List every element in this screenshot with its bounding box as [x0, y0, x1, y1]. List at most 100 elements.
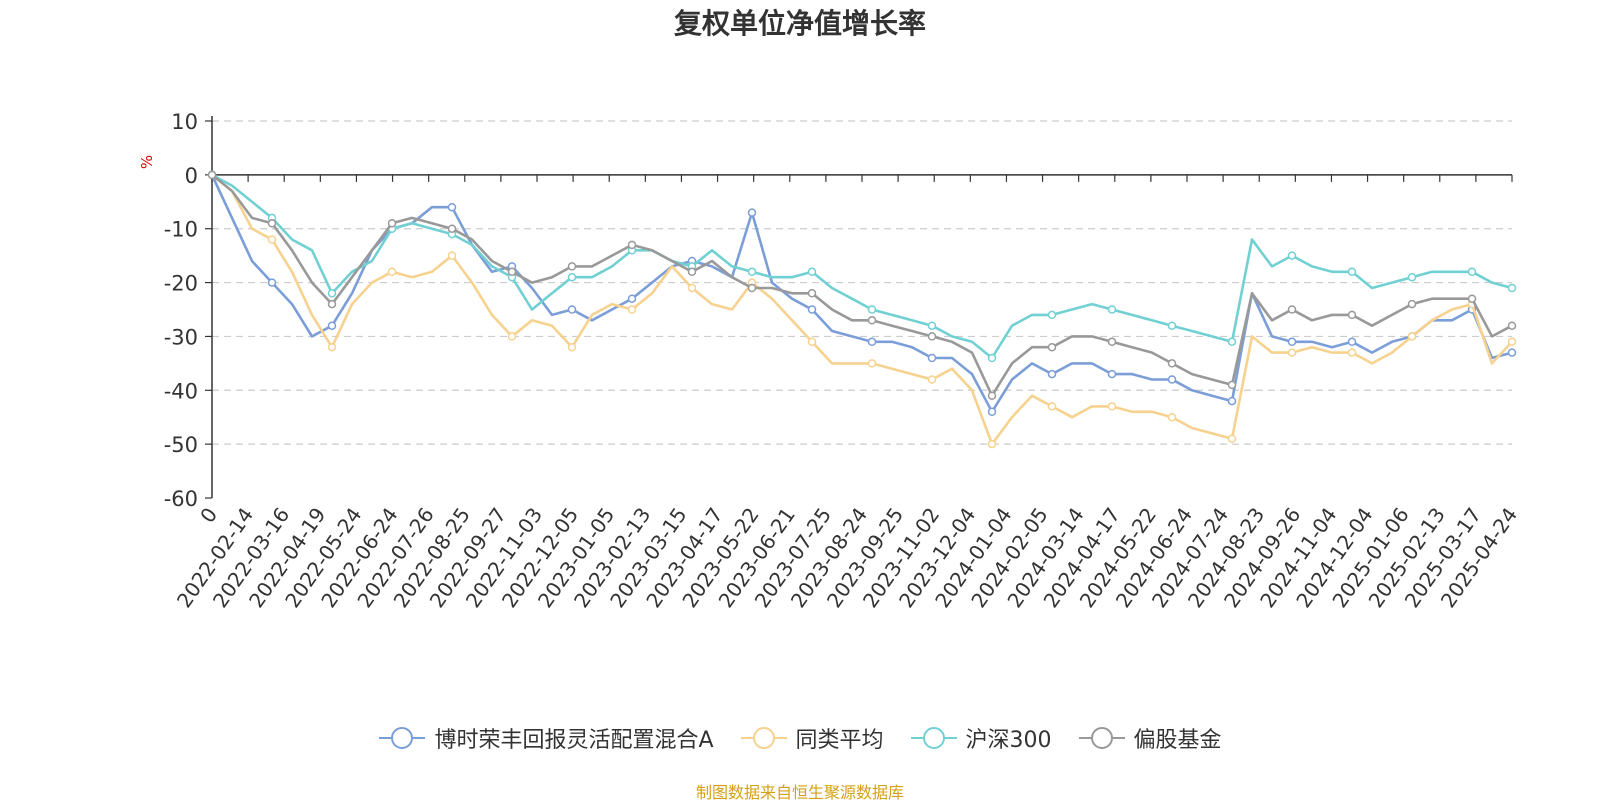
y-tick-label: -20	[164, 272, 198, 296]
data-point	[1227, 337, 1237, 347]
data-point	[327, 299, 337, 309]
data-point	[867, 305, 877, 314]
data-point	[1107, 402, 1117, 411]
data-point	[987, 439, 997, 449]
data-point	[1347, 267, 1357, 277]
data-point	[867, 359, 877, 368]
data-point	[807, 289, 817, 298]
data-point	[987, 391, 997, 400]
data-point	[927, 375, 937, 384]
legend-item[interactable]: 博时荣丰回报灵活配置混合A	[378, 722, 714, 754]
series-line-2	[211, 173, 1513, 360]
chart-title: 复权单位净值增长率	[673, 7, 926, 40]
data-point	[927, 353, 937, 363]
data-point	[447, 224, 457, 233]
data-point	[1507, 337, 1517, 347]
data-point	[1507, 321, 1517, 330]
data-point	[567, 272, 577, 282]
legend-item[interactable]: 同类平均	[740, 722, 884, 754]
data-point	[267, 219, 277, 228]
data-point	[1227, 396, 1237, 406]
data-point	[627, 294, 637, 303]
data-point	[1107, 305, 1117, 314]
data-point	[1507, 348, 1517, 357]
data-point	[1467, 294, 1477, 303]
data-point	[1167, 375, 1177, 384]
data-point	[327, 342, 337, 352]
data-point	[447, 251, 457, 260]
y-axis-label: %	[138, 155, 156, 169]
y-tick-label: -50	[164, 433, 198, 457]
data-point	[747, 267, 757, 277]
data-point	[1347, 348, 1357, 357]
data-point	[747, 208, 757, 217]
data-point	[1227, 434, 1237, 444]
series-lines	[207, 170, 1517, 449]
data-point	[1347, 337, 1357, 347]
y-tick-label: -10	[164, 218, 198, 242]
y-tick-labels: 10 0 -10 -20 -30 -40 -50 -60	[164, 110, 198, 511]
x-tick-label: 0	[195, 503, 222, 527]
axes	[205, 116, 1513, 499]
data-point	[507, 267, 517, 277]
data-point	[1287, 251, 1297, 260]
series-line-1	[211, 173, 1513, 446]
data-point	[1227, 380, 1237, 390]
legend-label: 偏股基金	[1133, 728, 1222, 753]
data-point	[1047, 402, 1057, 411]
data-point	[1167, 412, 1177, 422]
data-point	[327, 321, 337, 330]
data-point	[1047, 369, 1057, 379]
series-line-0	[210, 174, 1513, 414]
data-point	[1347, 310, 1357, 320]
data-point	[747, 283, 757, 293]
data-point	[807, 337, 817, 347]
legend-item[interactable]: 偏股基金	[1078, 722, 1222, 754]
legend-line-circle-icon	[379, 727, 426, 749]
data-point	[1107, 337, 1117, 347]
legend-label: 同类平均	[795, 728, 884, 753]
data-point	[867, 316, 877, 325]
legend-line-circle-icon	[1078, 727, 1125, 749]
data-point	[1407, 272, 1417, 282]
x-tick-labels: 02022-02-142022-03-162022-04-192022-05-2…	[172, 503, 1522, 612]
data-point	[1047, 310, 1057, 320]
data-point	[927, 332, 937, 341]
y-tick-label: 0	[185, 164, 198, 188]
data-point	[1167, 359, 1177, 368]
data-point	[687, 283, 697, 293]
data-point	[1407, 332, 1417, 341]
data-point	[1047, 342, 1057, 352]
data-point	[1287, 348, 1297, 357]
data-point	[1287, 305, 1297, 314]
data-point	[807, 305, 817, 314]
data-point	[327, 289, 337, 298]
data-point	[687, 267, 697, 277]
data-point	[807, 267, 817, 277]
data-point	[1107, 369, 1117, 379]
data-point	[1287, 337, 1297, 347]
source-note: 制图数据来自恒生聚源数据库	[695, 783, 904, 802]
data-point	[987, 407, 997, 417]
data-point	[267, 235, 277, 244]
data-point	[1467, 267, 1477, 277]
data-point	[987, 353, 997, 363]
data-point	[1407, 299, 1417, 309]
data-point	[387, 267, 397, 277]
legend-label: 沪深300	[965, 728, 1052, 753]
data-point	[207, 170, 217, 180]
data-point	[507, 332, 517, 341]
data-point	[567, 342, 577, 352]
data-point	[927, 321, 937, 330]
data-point	[387, 219, 397, 228]
data-point	[867, 337, 877, 347]
grid-lines	[212, 120, 1512, 445]
legend-line-circle-icon	[740, 727, 787, 749]
data-point	[447, 202, 457, 212]
legend-line-circle-icon	[910, 727, 957, 749]
y-tick-label: -40	[164, 379, 198, 403]
data-point	[267, 278, 277, 287]
y-tick-label: -60	[164, 487, 198, 511]
legend-label: 博时荣丰回报灵活配置混合A	[434, 728, 714, 753]
legend-item[interactable]: 沪深300	[910, 722, 1052, 754]
